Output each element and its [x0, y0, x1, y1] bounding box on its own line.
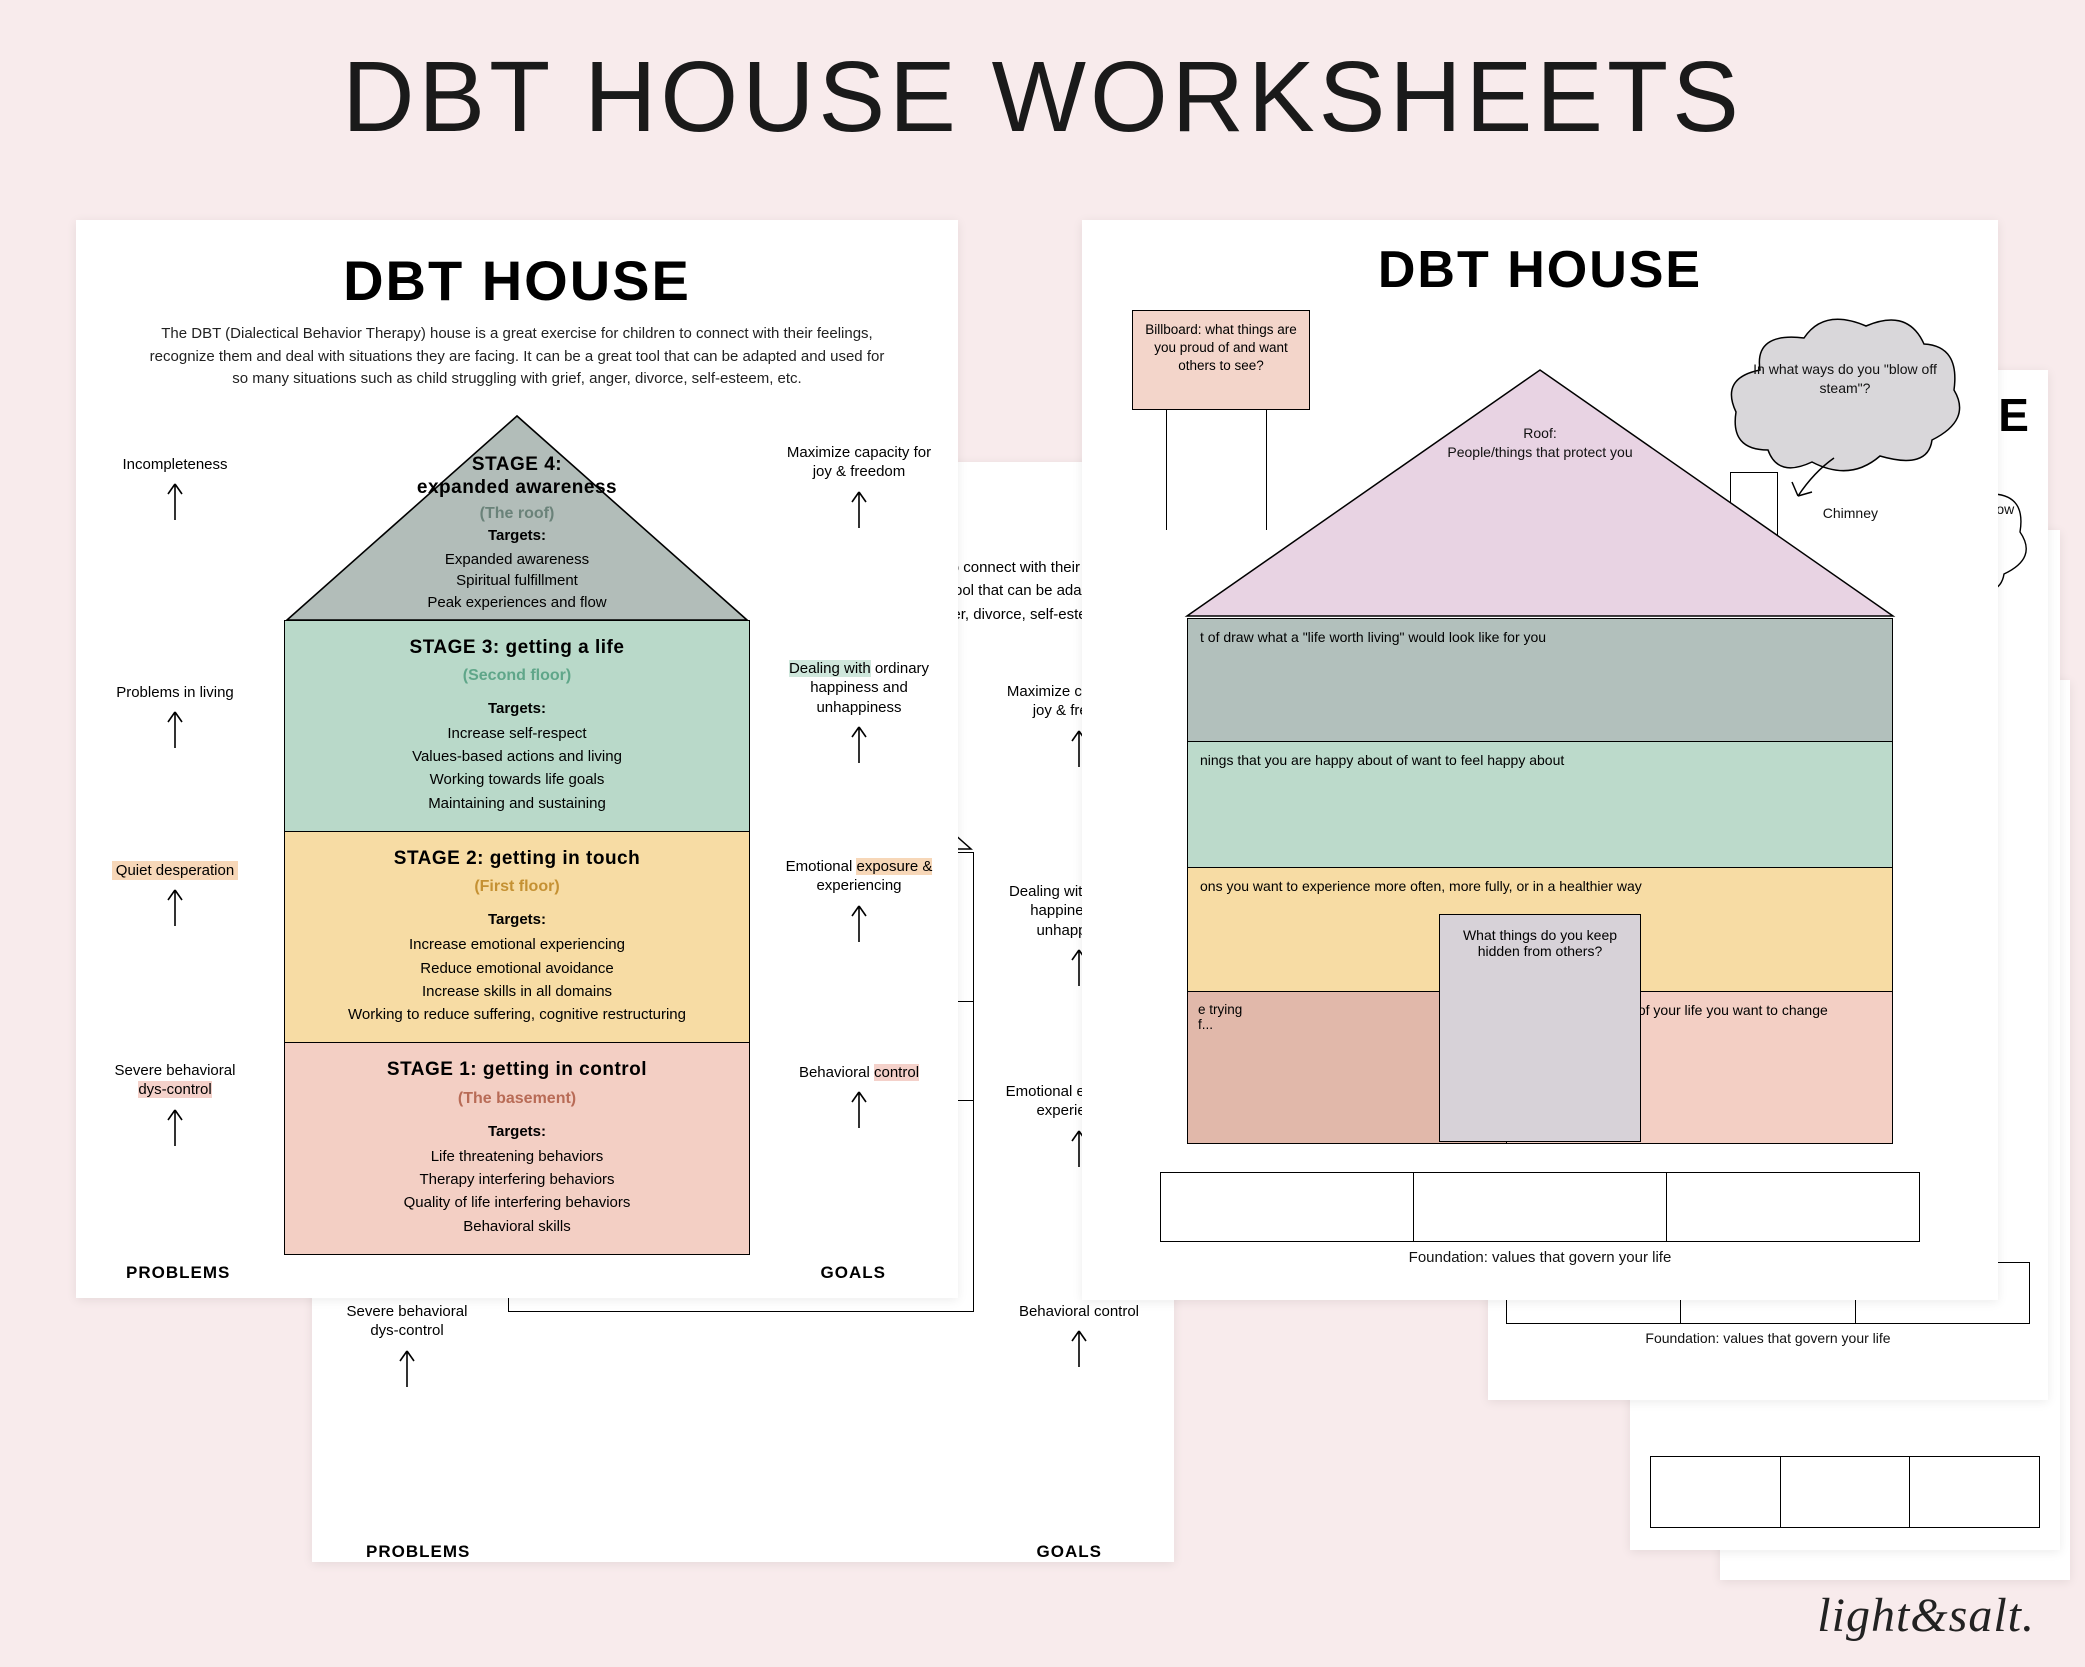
problem-living: Problems in living — [100, 683, 250, 751]
sheet-b-left-1: Severe behavioral dys-control — [332, 1302, 482, 1389]
foundation-text: Foundation: values that govern your life — [1106, 1248, 1974, 1268]
goal-exposure: Emotional exposure & experiencing — [784, 857, 934, 944]
brand-logo: light&salt. — [1817, 1588, 2035, 1643]
sheet-d-foundation: Foundation: values that govern your life — [1506, 1329, 2030, 1348]
stage-2: STAGE 2: getting in touch (First floor) … — [284, 832, 750, 1043]
worksheet-stages-color: DBT HOUSE The DBT (Dialectical Behavior … — [76, 220, 958, 1298]
stage-1: STAGE 1: getting in control (The basemen… — [284, 1043, 750, 1254]
sheet-b-goals: GOALS — [1037, 1542, 1102, 1562]
roof-text: Roof: People/things that protect you — [1430, 424, 1650, 462]
stage-4: STAGE 4: expanded awareness (The roof) T… — [284, 451, 750, 614]
sheet-b-right-4: Behavioral control — [1004, 1302, 1154, 1370]
goal-control: Behavioral control — [784, 1063, 934, 1131]
goal-happiness: Dealing with ordinary happiness and unha… — [784, 659, 934, 766]
problem-dyscontrol: Severe behavioral dys-control — [100, 1061, 250, 1148]
floor2-text: nings that you are happy about of want t… — [1187, 742, 1893, 868]
sheet-c-title: DBT HOUSE — [1106, 240, 1974, 300]
problem-incompleteness: Incompleteness — [100, 455, 250, 523]
sheet-a-title: DBT HOUSE — [106, 248, 928, 313]
sheet-b-problems: PROBLEMS — [366, 1542, 470, 1562]
stage-3: STAGE 3: getting a life (Second floor) T… — [284, 620, 750, 832]
goals-heading: GOALS — [821, 1263, 886, 1283]
sheet-a-description: The DBT (Dialectical Behavior Therapy) h… — [147, 323, 887, 391]
worksheet-fillin-color: DBT HOUSE Billboard: what things are you… — [1082, 220, 1998, 1300]
attic-text: t of draw what a "life worth living" wou… — [1187, 618, 1893, 742]
goal-joy: Maximize capacity for joy & freedom — [784, 443, 934, 530]
problem-desperation: Quiet desperation — [100, 861, 250, 929]
problems-heading: PROBLEMS — [126, 1263, 230, 1283]
page-title: DBT HOUSE WORKSHEETS — [0, 40, 2085, 155]
door-text: What things do you keep hidden from othe… — [1439, 914, 1641, 1142]
